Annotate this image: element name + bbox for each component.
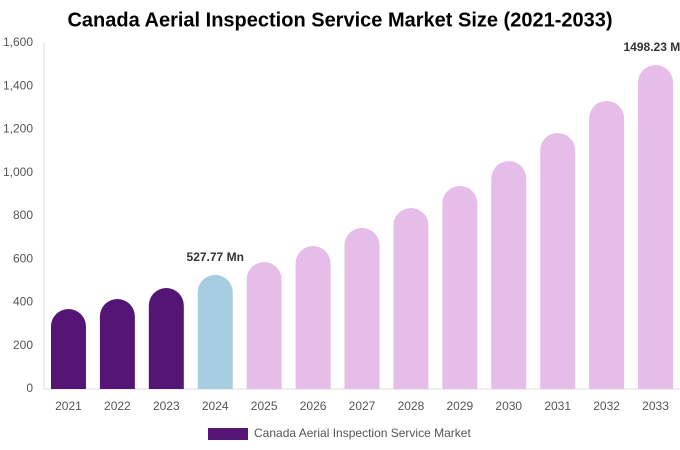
y-tick-label: 1,600 [3, 35, 33, 49]
bar [540, 132, 576, 389]
bar [442, 185, 478, 389]
x-tick-label: 2026 [300, 399, 327, 413]
x-tick-label: 2024 [202, 399, 229, 413]
x-tick-label: 2022 [104, 399, 131, 413]
y-tick-label: 1,400 [3, 78, 33, 92]
x-tick-label: 2023 [153, 399, 180, 413]
bar [99, 299, 135, 389]
x-tick-label: 2030 [495, 399, 522, 413]
y-tick-label: 0 [26, 381, 33, 395]
y-tick-label: 400 [13, 295, 33, 309]
bar [197, 274, 233, 389]
x-tick-label: 2025 [251, 399, 278, 413]
legend-label: Canada Aerial Inspection Service Market [254, 426, 471, 440]
x-tick-label: 2031 [544, 399, 571, 413]
x-tick-label: 2027 [349, 399, 376, 413]
x-tick-label: 2033 [642, 399, 669, 413]
bar [295, 246, 331, 389]
y-tick-label: 800 [13, 208, 33, 222]
x-tick-label: 2021 [55, 399, 82, 413]
bar [148, 288, 184, 389]
bar [50, 308, 86, 389]
x-tick-label: 2028 [398, 399, 425, 413]
value-label: 1498.23 Mn [624, 40, 680, 54]
y-tick-label: 1,000 [3, 165, 33, 179]
bar [491, 161, 527, 389]
bar [246, 262, 282, 389]
chart-title: Canada Aerial Inspection Service Market … [67, 9, 612, 31]
bar [393, 207, 429, 389]
y-tick-label: 600 [13, 251, 33, 265]
bar [589, 100, 625, 389]
value-label: 527.77 Mn [187, 250, 244, 264]
bar [344, 227, 380, 389]
legend-swatch [208, 428, 248, 440]
bar [638, 65, 674, 390]
x-tick-label: 2029 [446, 399, 473, 413]
x-tick-label: 2032 [593, 399, 620, 413]
y-tick-label: 200 [13, 338, 33, 352]
y-tick-label: 1,200 [3, 122, 33, 136]
